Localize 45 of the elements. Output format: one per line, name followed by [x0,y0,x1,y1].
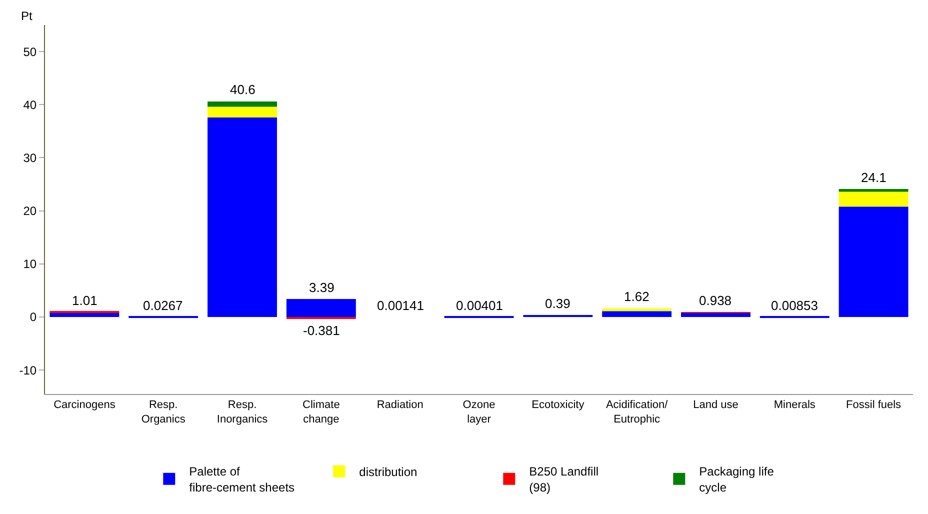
annotation: 3.39 [309,280,334,295]
bar [208,106,277,118]
legend-label: distribution [359,464,418,479]
x-tick-label: Land use [693,399,738,412]
annotation: -0.381 [303,323,340,338]
x-tick-label: Climate change [302,399,340,426]
x-tick-label: Fossil fuels [846,399,902,412]
y-tick-label: 10 [23,257,37,272]
y-tick-label: 40 [23,98,37,112]
bar [602,308,672,312]
bar [602,311,672,318]
total-label: 0.0267 [143,298,183,313]
total-label: 0.00853 [771,298,818,313]
total-label: 24.1 [861,170,886,185]
bar [838,189,908,192]
total-label: 0.39 [545,296,570,311]
bar [838,192,908,207]
total-label: 40.6 [230,82,256,97]
y-tick-label: -10 [19,363,37,378]
y-tick-label: 30 [23,150,37,165]
bar [208,117,277,318]
bar [286,299,356,318]
x-tick-label: Ozone layer [462,399,496,426]
x-tick-label: Resp. Inorganics [216,399,268,426]
bar [208,101,277,107]
y-tick-label: 50 [23,44,37,59]
x-tick-label: Acidification/ Eutrophic [606,399,669,426]
total-label: 0.938 [699,293,732,308]
legend-label: Palette of fibre-cement sheets [189,464,295,494]
y-tick-label: 20 [23,204,37,218]
total-label: 0.00401 [456,298,503,313]
x-tick-label: Resp. Organics [141,399,186,426]
total-label: 1.01 [72,293,98,308]
x-tick-label: Radiation [376,399,424,412]
total-label: 1.62 [624,289,650,304]
x-tick-label: Ecotoxicity [532,399,585,412]
legend-label: Packaging life cycle [699,464,774,494]
y-tick-label: 0 [30,310,37,324]
bar [523,314,593,318]
x-tick-label: Carcinogens [54,399,116,412]
bar [838,206,908,318]
x-tick-label: Minerals [774,399,816,412]
total-label: 0.00141 [377,298,424,313]
legend-label: B250 Landfill (98) [529,464,599,494]
y-axis-title: Pt [21,9,34,23]
